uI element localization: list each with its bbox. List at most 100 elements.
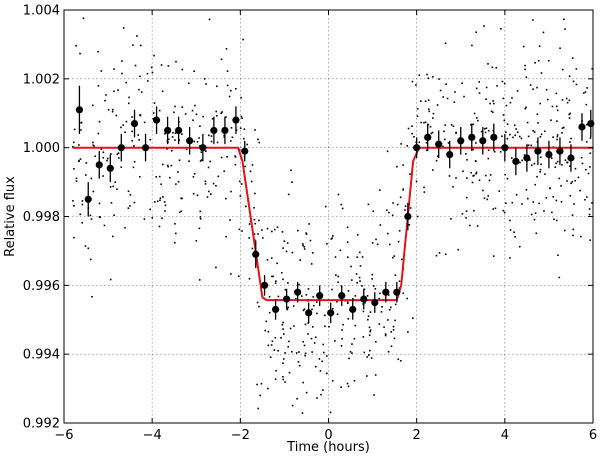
raw-point — [134, 64, 137, 67]
raw-point — [394, 274, 397, 276]
raw-point — [398, 229, 401, 232]
raw-point — [85, 162, 88, 164]
raw-point — [435, 254, 438, 257]
raw-point — [177, 171, 179, 173]
raw-point — [522, 45, 525, 48]
raw-point — [587, 172, 590, 175]
x-tick-label: −6 — [54, 428, 73, 443]
raw-point — [465, 210, 468, 212]
raw-point — [411, 132, 413, 135]
raw-point — [208, 134, 210, 137]
raw-point — [358, 251, 361, 254]
raw-point — [223, 134, 225, 137]
raw-point — [181, 68, 184, 71]
binned-point — [221, 126, 229, 135]
raw-point — [506, 177, 509, 180]
raw-point — [221, 111, 223, 113]
raw-point — [591, 68, 594, 70]
raw-point — [515, 128, 517, 130]
raw-point — [91, 295, 93, 298]
raw-point — [115, 114, 118, 117]
raw-point — [270, 344, 273, 346]
raw-point — [209, 160, 211, 163]
raw-point — [230, 273, 232, 275]
raw-point — [128, 96, 130, 99]
raw-point — [375, 238, 377, 241]
raw-point — [454, 91, 456, 93]
raw-point — [455, 132, 457, 134]
raw-point — [92, 190, 95, 193]
raw-point — [502, 114, 505, 116]
binned-point — [435, 140, 443, 148]
raw-point — [359, 280, 361, 282]
raw-point — [287, 346, 290, 348]
raw-point — [92, 144, 94, 147]
raw-point — [242, 38, 244, 41]
raw-point — [560, 200, 563, 203]
raw-point — [475, 171, 478, 174]
raw-point — [502, 97, 505, 100]
raw-point — [84, 174, 87, 176]
raw-point — [143, 121, 146, 124]
raw-point — [273, 349, 276, 351]
raw-point — [105, 94, 107, 96]
raw-point — [121, 72, 123, 75]
raw-point — [161, 90, 164, 93]
raw-point — [555, 92, 558, 95]
raw-point — [246, 143, 248, 146]
raw-point — [387, 294, 390, 296]
raw-point — [137, 134, 140, 136]
raw-point — [492, 208, 495, 210]
raw-point — [286, 242, 289, 244]
binned-point — [338, 292, 346, 300]
raw-point — [300, 295, 303, 297]
raw-point — [347, 385, 350, 388]
raw-point — [553, 218, 555, 221]
raw-point — [207, 166, 210, 169]
raw-point — [534, 183, 536, 186]
raw-point — [291, 181, 293, 184]
raw-point — [371, 278, 373, 280]
raw-point — [298, 364, 301, 367]
raw-point — [274, 337, 277, 339]
raw-point — [533, 131, 536, 133]
raw-point — [258, 219, 260, 222]
raw-point — [351, 352, 353, 354]
raw-point — [302, 243, 304, 245]
raw-point — [569, 112, 572, 115]
raw-point — [249, 170, 252, 173]
raw-point — [556, 120, 558, 122]
raw-point — [208, 18, 211, 21]
raw-point — [551, 105, 554, 108]
raw-point — [248, 237, 251, 239]
raw-point — [140, 44, 142, 47]
raw-point — [363, 288, 366, 291]
raw-point — [276, 262, 278, 265]
raw-point — [276, 226, 279, 228]
raw-point — [529, 84, 532, 86]
raw-point — [487, 129, 490, 132]
raw-point — [103, 224, 106, 227]
y-tick-label: 0.992 — [23, 417, 60, 432]
raw-point — [392, 202, 394, 204]
raw-point — [225, 197, 227, 200]
raw-point — [90, 218, 93, 220]
raw-point — [217, 175, 220, 178]
raw-point — [452, 125, 455, 128]
raw-point — [153, 201, 156, 203]
model-curve — [72, 146, 593, 302]
raw-point — [532, 129, 534, 132]
raw-point — [237, 275, 240, 278]
raw-point — [111, 110, 114, 113]
raw-point — [117, 157, 120, 159]
raw-point — [475, 117, 478, 119]
raw-point — [484, 131, 487, 134]
raw-point — [220, 156, 223, 159]
raw-point — [267, 387, 269, 390]
raw-point — [465, 196, 468, 199]
raw-point — [584, 91, 587, 93]
raw-point — [407, 127, 410, 130]
raw-point — [378, 323, 381, 325]
raw-point — [368, 354, 370, 356]
